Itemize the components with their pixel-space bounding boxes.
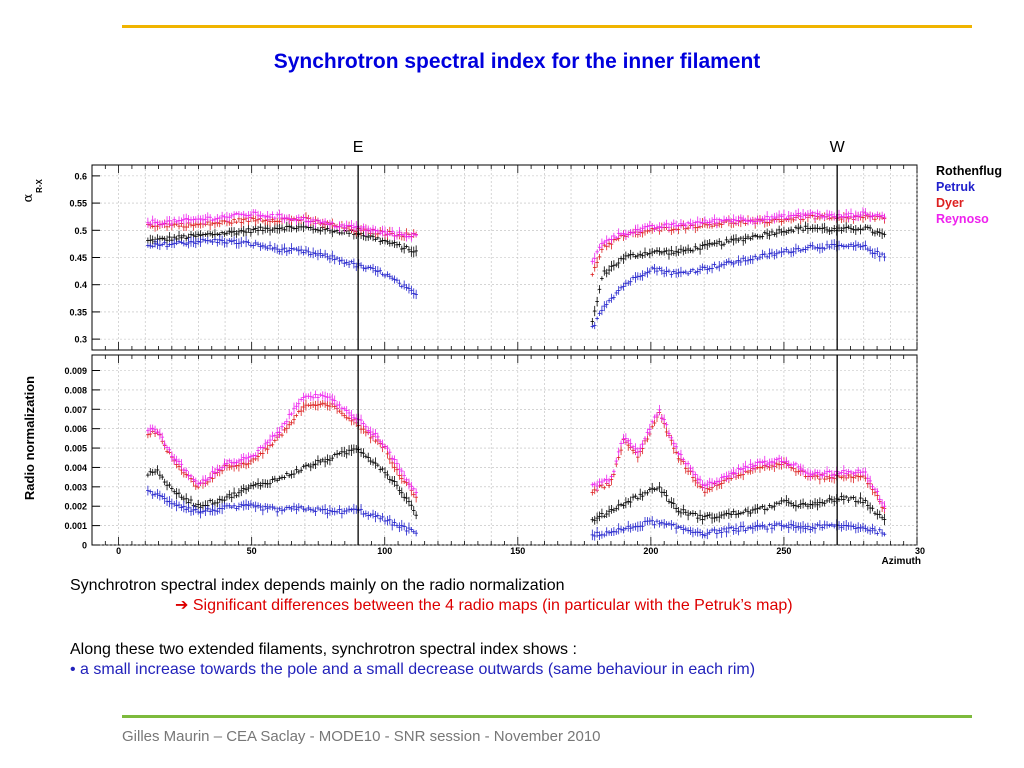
y-tick-label: 0.35 bbox=[69, 307, 87, 317]
chart: 0.3 0.35 0.4 0.45 0.5 0.55 0.6 0 0.001 0.002 0.003… bbox=[21, 139, 925, 567]
legend-entry-dyer: Dyer bbox=[936, 196, 964, 210]
y-tick-label: 0.001 bbox=[64, 521, 87, 531]
bottom-rule bbox=[122, 715, 972, 718]
y-tick-label: 0.007 bbox=[64, 405, 87, 415]
y-axis-label-radio: Radio normalization bbox=[22, 376, 37, 500]
x-axis-label: Azimuth bbox=[882, 556, 921, 567]
right-arrow-icon: ➔ bbox=[175, 597, 193, 614]
y-tick-label: 0.45 bbox=[69, 253, 87, 263]
legend: Rothenflug Petruk Dyer Reynoso bbox=[936, 163, 1002, 227]
note-line-2-text: Significant differences between the 4 ra… bbox=[192, 597, 793, 614]
y-tick-label: 0.5 bbox=[74, 226, 87, 236]
note-line-4: • a small increase towards the pole and … bbox=[70, 661, 756, 678]
marker-label-w: W bbox=[830, 139, 846, 156]
y-tick-label: 0.6 bbox=[74, 171, 87, 181]
x-tick-label: 150 bbox=[510, 546, 525, 556]
y-tick-label: 0.3 bbox=[74, 335, 87, 345]
y-tick-label: 0.008 bbox=[64, 385, 87, 395]
y-tick-label: 0.004 bbox=[64, 463, 87, 473]
slide-title: Synchrotron spectral index for the inner… bbox=[273, 50, 761, 73]
y-tick-label: 0.003 bbox=[64, 482, 87, 492]
legend-entry-petruk: Petruk bbox=[936, 180, 975, 194]
panel-frame-1 bbox=[91, 354, 918, 546]
y-tick-label: 0.55 bbox=[69, 199, 87, 209]
note-line-2: ➔ Significant differences between the 4 … bbox=[70, 596, 1010, 616]
y-tick-label: 0.006 bbox=[64, 424, 87, 434]
y-tick-label: 0 bbox=[82, 541, 87, 551]
y-tick-label: 0.4 bbox=[74, 280, 87, 290]
x-tick-label: 200 bbox=[643, 546, 658, 556]
notes: Synchrotron spectral index depends mainl… bbox=[70, 576, 1010, 680]
x-tick-label: 0 bbox=[116, 546, 121, 556]
x-tick-label: 30 bbox=[915, 546, 925, 556]
x-tick-label: 50 bbox=[247, 546, 257, 556]
y-tick-label: 0.002 bbox=[64, 502, 87, 512]
x-tick-label: 100 bbox=[377, 546, 392, 556]
legend-entry-rothenflug: Rothenflug bbox=[936, 164, 1002, 178]
y-axis-label-alpha: α bbox=[21, 193, 36, 202]
note-line-1: Synchrotron spectral index depends mainl… bbox=[70, 577, 565, 594]
y-tick-label: 0.009 bbox=[64, 366, 87, 376]
y-axis-label-subscript: R-X bbox=[35, 178, 44, 192]
top-rule bbox=[122, 25, 972, 28]
y-tick-label: 0.005 bbox=[64, 444, 87, 454]
marker-label-e: E bbox=[353, 139, 364, 156]
legend-entry-reynoso: Reynoso bbox=[936, 212, 989, 226]
footer: Gilles Maurin – CEA Saclay - MODE10 - SN… bbox=[122, 728, 601, 745]
note-line-3: Along these two extended filaments, sync… bbox=[70, 641, 577, 658]
x-tick-label: 250 bbox=[776, 546, 791, 556]
